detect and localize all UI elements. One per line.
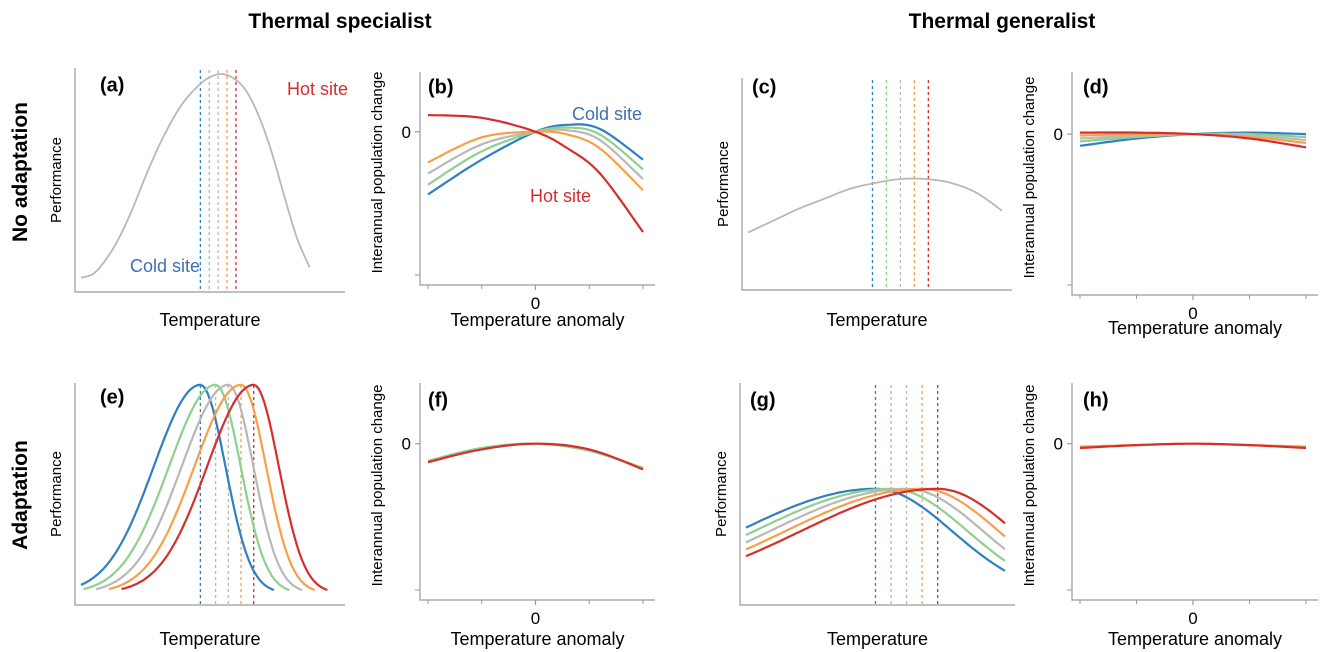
x-tick-label: 0 <box>531 609 540 628</box>
series-red <box>1079 442 1307 450</box>
panel-label: (b) <box>428 77 454 99</box>
x-axis-label: Temperature <box>159 629 260 649</box>
y-axis-label: Interannual population change <box>1021 77 1038 279</box>
cold-site-label: Cold site <box>572 104 642 124</box>
panel-label: (g) <box>750 390 776 412</box>
x-axis-label: Temperature anomaly <box>450 310 624 330</box>
axis-lines <box>74 383 345 606</box>
x-tick-label: 0 <box>531 294 540 313</box>
series-red <box>745 487 1006 558</box>
axis-lines <box>1071 383 1318 601</box>
y-tick-label: 0 <box>1054 125 1063 144</box>
axis-lines <box>419 72 655 286</box>
series-blue <box>427 123 644 196</box>
x-axis-label: Temperature <box>159 310 260 330</box>
row-title-no-adaptation: No adaptation <box>9 102 32 242</box>
series-green <box>745 487 1006 562</box>
series-blue <box>80 383 275 592</box>
y-tick-label: 0 <box>402 435 411 454</box>
x-axis-label: Temperature anomaly <box>1108 629 1282 649</box>
y-axis-label: Interannual population change <box>369 385 386 587</box>
series-red <box>121 383 328 592</box>
series-grey <box>95 383 303 592</box>
y-axis-label: Performance <box>713 451 730 537</box>
panel-e: (e) Temperature Performance <box>48 383 345 649</box>
panel-d: (d) Temperature anomaly Interannual popula… <box>1021 72 1318 338</box>
panel-f: (f) Temperature anomaly Interannual popula… <box>369 383 655 649</box>
y-axis-label: Interannual population change <box>369 72 386 274</box>
panel-label: (c) <box>752 77 776 99</box>
y-tick-label: 0 <box>1054 435 1063 454</box>
x-axis-label: Temperature anomaly <box>450 629 624 649</box>
x-tick-label: 0 <box>1188 304 1197 323</box>
series-red <box>427 114 644 233</box>
panel-label: (e) <box>100 387 124 409</box>
hot-site-label: Hot site <box>530 186 591 206</box>
axis-lines <box>739 383 1015 606</box>
series-green <box>83 383 290 592</box>
series-red <box>1080 131 1307 149</box>
panel-g: (g) Temperature Performance <box>713 383 1015 649</box>
series-green <box>427 126 644 186</box>
x-tick-label: 0 <box>1188 609 1197 628</box>
axis-lines <box>74 68 345 293</box>
hot-site-label: Hot site <box>287 79 348 99</box>
series-grey <box>747 177 1003 234</box>
panel-c: (c) Temperature Performance <box>715 77 1012 330</box>
y-tick-label: 0 <box>402 123 411 142</box>
series-red <box>427 442 644 471</box>
y-axis-label: Performance <box>48 451 65 537</box>
x-axis-label: Temperature <box>827 629 928 649</box>
panel-a: (a) Temperature Performance Cold site Hot si… <box>48 68 348 330</box>
x-axis-label: Temperature anomaly <box>1108 318 1282 338</box>
panel-label: (h) <box>1083 390 1109 412</box>
y-axis-label: Performance <box>48 137 65 223</box>
row-title-adaptation: Adaptation <box>9 440 32 550</box>
panel-label: (a) <box>100 75 124 97</box>
series-grey <box>80 73 311 279</box>
series-orange <box>108 383 316 592</box>
panel-label: (f) <box>428 390 448 412</box>
column-title-generalist: Thermal generalist <box>909 10 1096 33</box>
y-axis-label: Interannual population change <box>1021 385 1038 587</box>
column-title-specialist: Thermal specialist <box>248 10 431 33</box>
series-grey <box>427 128 644 180</box>
series-orange <box>427 130 644 191</box>
y-axis-label: Performance <box>715 141 732 227</box>
panel-h: (h) Temperature anomaly Interannual popula… <box>1021 383 1318 649</box>
x-axis-label: Temperature <box>826 310 927 330</box>
axis-lines <box>419 383 655 601</box>
series-grey <box>745 487 1006 551</box>
axis-lines <box>1071 72 1318 296</box>
cold-site-label: Cold site <box>130 256 200 276</box>
panel-label: (d) <box>1083 77 1109 99</box>
series-orange <box>745 487 1006 551</box>
axis-lines <box>741 78 1012 291</box>
panel-b: (b) Temperature anomaly Interannual popula… <box>369 72 655 330</box>
